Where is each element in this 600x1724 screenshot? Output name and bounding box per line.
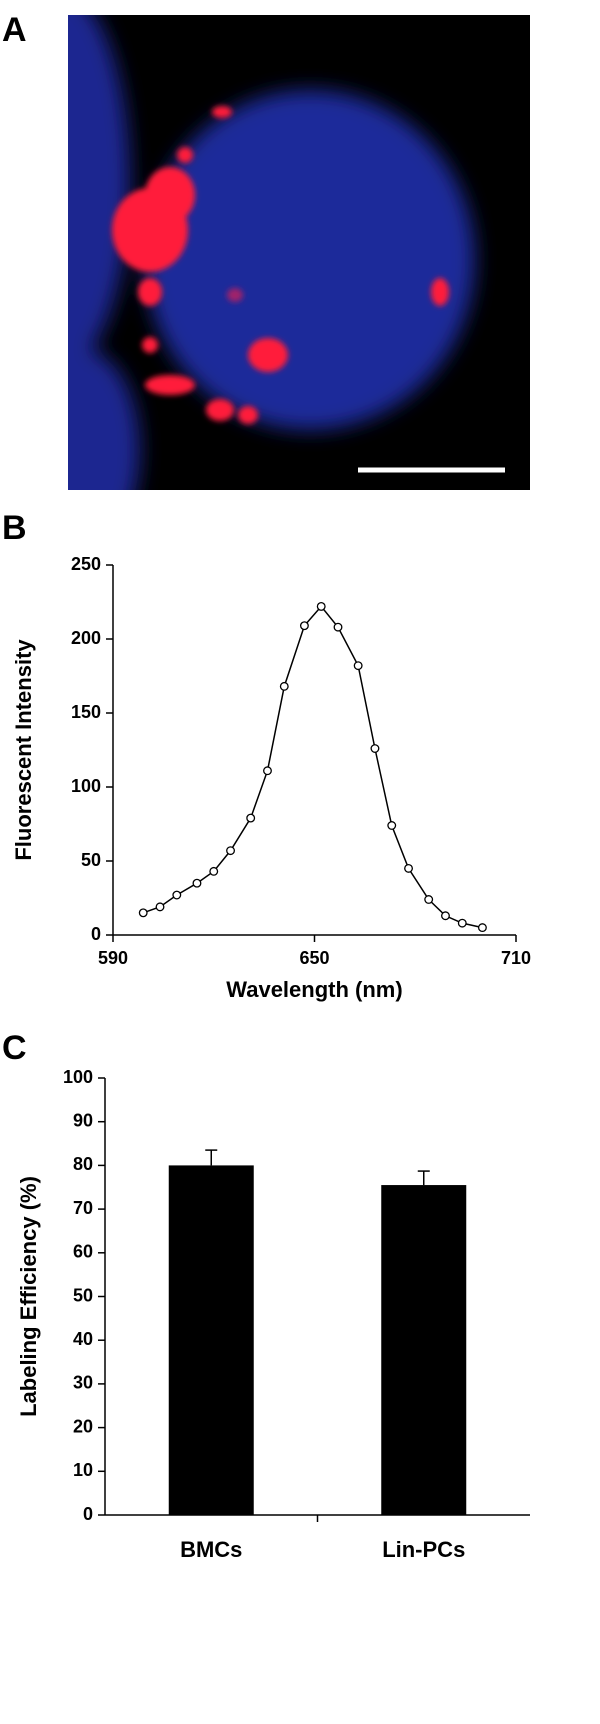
- y-tick-label: 0: [91, 924, 101, 944]
- y-tick-label: 150: [71, 702, 101, 722]
- line: [142, 605, 483, 929]
- point: [353, 661, 363, 671]
- y-tick-label: 30: [73, 1373, 93, 1393]
- y-tick-label: 250: [71, 554, 101, 574]
- point: [138, 908, 148, 918]
- point: [279, 681, 289, 691]
- point: [477, 923, 487, 933]
- point: [172, 890, 182, 900]
- y-tick-label: 100: [63, 1067, 93, 1087]
- point: [263, 766, 272, 776]
- point: [333, 622, 343, 632]
- point: [387, 821, 397, 830]
- point: [441, 911, 450, 921]
- x-tick-label: BMCs: [180, 1537, 242, 1562]
- y-tick-label: 100: [71, 776, 101, 796]
- panel-label: B: [2, 509, 27, 547]
- y-tick-label: 90: [73, 1110, 93, 1130]
- x-axis-label: Wavelength (nm): [226, 977, 402, 1002]
- y-tick-label: 40: [73, 1329, 93, 1349]
- point: [370, 744, 380, 753]
- point: [246, 813, 256, 823]
- y-tick-label: 70: [73, 1198, 93, 1218]
- y-tick-label: 60: [73, 1242, 93, 1262]
- point: [424, 895, 434, 904]
- panel-label: A: [2, 11, 27, 49]
- panel-label: C: [2, 1029, 27, 1067]
- y-tick-label: 80: [73, 1154, 93, 1174]
- point: [192, 878, 202, 888]
- y-axis-label: Fluorescent Intensity: [11, 639, 36, 861]
- point: [299, 621, 309, 631]
- x-tick-label: 590: [98, 948, 128, 968]
- y-tick-label: 50: [81, 850, 101, 870]
- y-tick-label: 50: [73, 1285, 93, 1305]
- point: [316, 601, 326, 611]
- micrograph: [68, 15, 530, 490]
- x-tick-label: Lin-PCs: [382, 1537, 465, 1562]
- x-tick-label: 650: [299, 948, 329, 968]
- point: [155, 902, 165, 912]
- y-tick-label: 20: [73, 1416, 93, 1436]
- x-tick-label: 710: [501, 948, 531, 968]
- bar: [168, 1165, 254, 1515]
- point: [209, 866, 219, 876]
- y-tick-label: 0: [83, 1504, 93, 1524]
- point: [404, 863, 413, 873]
- y-axis-label: Labeling Efficiency (%): [16, 1176, 41, 1417]
- point: [457, 918, 467, 928]
- point: [226, 846, 235, 856]
- bar: [381, 1185, 467, 1515]
- y-tick-label: 200: [71, 628, 101, 648]
- y-tick-label: 10: [73, 1460, 93, 1480]
